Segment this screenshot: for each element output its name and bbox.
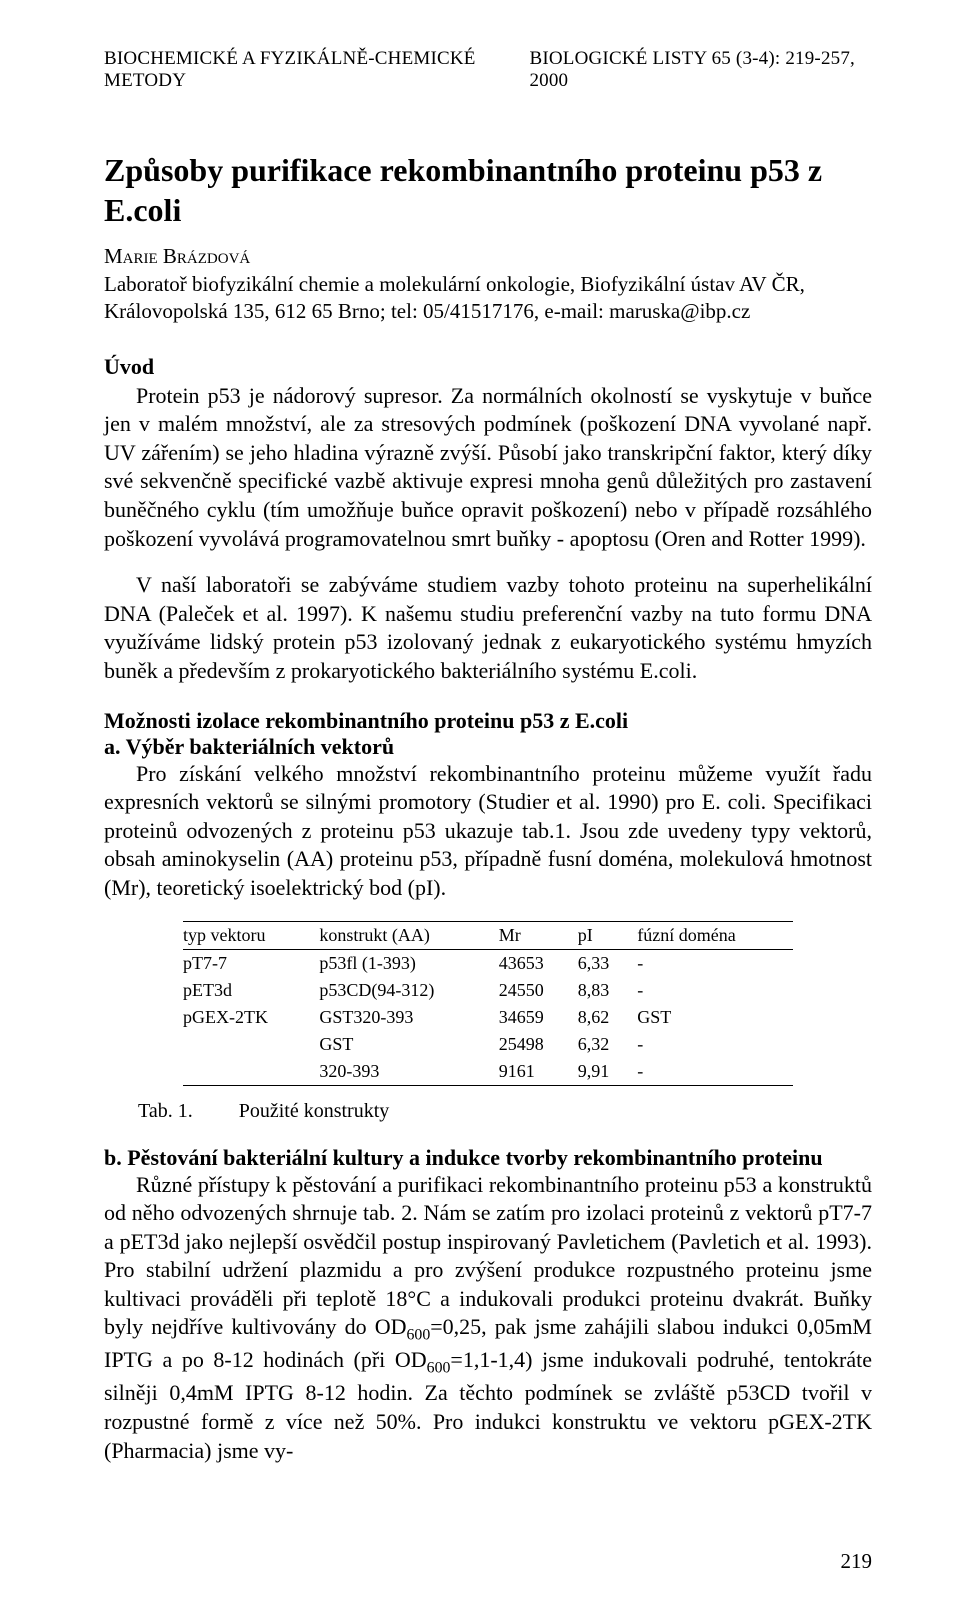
paragraph-3-text: Pro získání velkého množství rekombinant…: [104, 761, 872, 900]
page-number: 219: [841, 1549, 873, 1574]
cell: GST320-393: [319, 1004, 498, 1031]
table-row: pT7-7 p53fl (1-393) 43653 6,33 -: [183, 949, 793, 977]
heading-introduction: Úvod: [104, 354, 872, 380]
cell: 34659: [499, 1004, 578, 1031]
cell: [183, 1058, 319, 1086]
table-caption-label: Tab. 1.: [138, 1100, 193, 1122]
col-fuzni-domena: fúzní doména: [637, 921, 793, 949]
affiliation: Laboratoř biofyzikální chemie a molekulá…: [104, 271, 872, 326]
author-line: Marie Brázdová: [104, 244, 872, 269]
cell: 6,33: [578, 949, 638, 977]
article-title: Způsoby purifikace rekombinantního prote…: [104, 150, 872, 230]
cell: 6,32: [578, 1031, 638, 1058]
table-1-caption: Tab. 1. Použité konstrukty: [138, 1100, 872, 1123]
paragraph-1-text: Protein p53 je nádorový supresor. Za nor…: [104, 383, 872, 551]
cell: 9,91: [578, 1058, 638, 1086]
paragraph-3: Pro získání velkého množství rekombinant…: [104, 760, 872, 903]
col-konstrukt: konstrukt (AA): [319, 921, 498, 949]
author-name: Marie Brázdová: [104, 244, 250, 268]
running-head: BIOCHEMICKÉ A FYZIKÁLNĚ-CHEMICKÉ METODY …: [104, 48, 872, 92]
cell: -: [637, 977, 793, 1004]
table-head: typ vektoru konstrukt (AA) Mr pI fúzní d…: [183, 921, 793, 949]
cell: pGEX-2TK: [183, 1004, 319, 1031]
cell: 24550: [499, 977, 578, 1004]
cell: 8,62: [578, 1004, 638, 1031]
od-subscript-1: 600: [407, 1327, 431, 1344]
cell: 320-393: [319, 1058, 498, 1086]
col-pi: pI: [578, 921, 638, 949]
cell: GST: [319, 1031, 498, 1058]
table-row: GST 25498 6,32 -: [183, 1031, 793, 1058]
table-1-wrap: typ vektoru konstrukt (AA) Mr pI fúzní d…: [183, 921, 793, 1086]
col-typ-vektoru: typ vektoru: [183, 921, 319, 949]
cell: 25498: [499, 1031, 578, 1058]
heading-vector-selection: a. Výběr bakteriálních vektorů: [104, 734, 872, 760]
table-row: pET3d p53CD(94-312) 24550 8,83 -: [183, 977, 793, 1004]
cell: pT7-7: [183, 949, 319, 977]
cell: -: [637, 949, 793, 977]
paragraph-4: Různé přístupy k pěstování a purifikaci …: [104, 1171, 872, 1466]
cell: -: [637, 1031, 793, 1058]
cell: GST: [637, 1004, 793, 1031]
paragraph-2: V naší laboratoři se zabýváme studiem va…: [104, 571, 872, 685]
table-row: pGEX-2TK GST320-393 34659 8,62 GST: [183, 1004, 793, 1031]
paragraph-2-text: V naší laboratoři se zabýváme studiem va…: [104, 572, 872, 683]
cell: 8,83: [578, 977, 638, 1004]
cell: 43653: [499, 949, 578, 977]
page: BIOCHEMICKÉ A FYZIKÁLNĚ-CHEMICKÉ METODY …: [0, 0, 960, 1604]
paragraph-1: Protein p53 je nádorový supresor. Za nor…: [104, 382, 872, 554]
heading-isolation: Možnosti izolace rekombinantního protein…: [104, 708, 872, 734]
table-caption-text: Použité konstrukty: [239, 1100, 390, 1122]
cell: [183, 1031, 319, 1058]
running-head-right: BIOLOGICKÉ LISTY 65 (3-4): 219-257, 2000: [529, 48, 872, 92]
cell: pET3d: [183, 977, 319, 1004]
table-body: pT7-7 p53fl (1-393) 43653 6,33 - pET3d p…: [183, 949, 793, 1085]
table-constructs: typ vektoru konstrukt (AA) Mr pI fúzní d…: [183, 921, 793, 1086]
table-header-row: typ vektoru konstrukt (AA) Mr pI fúzní d…: [183, 921, 793, 949]
heading-cultivation: b. Pěstování bakteriální kultury a induk…: [104, 1145, 872, 1171]
od-subscript-2: 600: [427, 1360, 451, 1377]
running-head-left: BIOCHEMICKÉ A FYZIKÁLNĚ-CHEMICKÉ METODY: [104, 48, 529, 92]
cell: -: [637, 1058, 793, 1086]
table-row: 320-393 9161 9,91 -: [183, 1058, 793, 1086]
cell: p53CD(94-312): [319, 977, 498, 1004]
cell: 9161: [499, 1058, 578, 1086]
cell: p53fl (1-393): [319, 949, 498, 977]
intro-block: Protein p53 je nádorový supresor. Za nor…: [104, 382, 872, 686]
col-mr: Mr: [499, 921, 578, 949]
